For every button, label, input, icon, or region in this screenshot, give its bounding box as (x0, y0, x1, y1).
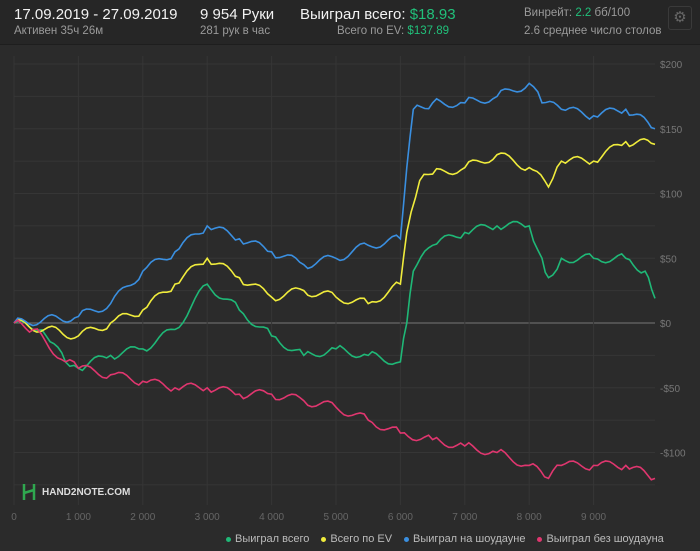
legend-label: Выиграл на шоудауне (413, 533, 526, 545)
x-tick-label: 2 000 (130, 512, 155, 523)
y-tick-label: $50 (660, 254, 677, 265)
won-label: Выиграл всего: (300, 6, 406, 23)
ev-total: Всего по EV: $137.89 (337, 25, 449, 37)
series-line (13, 220, 656, 372)
x-tick-label: 0 (11, 512, 17, 523)
hands-per-hour: 281 рук в час (200, 25, 271, 37)
x-tick-label: 4 000 (259, 512, 284, 523)
y-tick-label: $100 (660, 190, 683, 201)
series-line (13, 82, 656, 327)
x-tick-label: 6 000 (388, 512, 413, 523)
y-tick-label: $200 (660, 60, 683, 71)
winrate-unit: бб/100 (594, 7, 631, 19)
date-range: 17.09.2019 - 27.09.2019 (14, 6, 178, 23)
legend-item[interactable]: Выиграл без шоудауна (537, 533, 664, 545)
ev-value: $137.89 (407, 25, 449, 37)
legend-label: Выиграл всего (235, 533, 310, 545)
won-total: Выиграл всего: $18.93 (300, 6, 456, 23)
stats-header: 17.09.2019 - 27.09.2019 Активен 35ч 26м … (0, 0, 700, 45)
legend-item[interactable]: Всего по EV (321, 533, 392, 545)
x-tick-label: 9 000 (581, 512, 606, 523)
legend-dot (321, 536, 327, 542)
active-time: Активен 35ч 26м (14, 25, 104, 37)
winrate-label: Винрейт: (524, 7, 573, 19)
winrate-value: 2.2 (575, 7, 592, 19)
legend-item[interactable]: Выиграл всего (226, 533, 309, 545)
avg-tables: 2.6 среднее число столов (524, 25, 662, 37)
x-tick-label: 1 000 (66, 512, 91, 523)
x-tick-label: 5 000 (323, 512, 348, 523)
y-tick-label: -$50 (660, 384, 680, 395)
x-tick-label: 7 000 (452, 512, 477, 523)
x-tick-label: 8 000 (517, 512, 542, 523)
chart-legend: Выиграл всего Всего по EV Выиграл на шоуда… (226, 533, 664, 545)
logo-icon (22, 484, 36, 500)
legend-item[interactable]: Выиграл на шоудауне (404, 533, 525, 545)
won-value: $18.93 (409, 6, 456, 23)
winrate: Винрейт: 2.2 бб/100 (524, 7, 630, 19)
legend-dot (226, 536, 231, 542)
legend-dot (404, 536, 410, 542)
y-tick-label: $150 (660, 125, 683, 136)
hand2note-logo: HAND2NOTE.COM (22, 484, 130, 500)
series-line (13, 137, 656, 340)
ev-label: Всего по EV: (336, 25, 405, 37)
gear-icon[interactable]: ⚙ (668, 6, 692, 30)
legend-label: Выиграл без шоудауна (546, 533, 664, 545)
y-tick-label: $0 (660, 319, 672, 330)
y-tick-label: -$100 (660, 449, 686, 460)
legend-dot (537, 536, 543, 542)
hands-count: 9 954 Руки (200, 6, 275, 23)
legend-label: Всего по EV (330, 533, 393, 545)
logo-text: HAND2NOTE.COM (42, 486, 131, 498)
series-line (13, 319, 656, 481)
x-tick-label: 3 000 (195, 512, 220, 523)
